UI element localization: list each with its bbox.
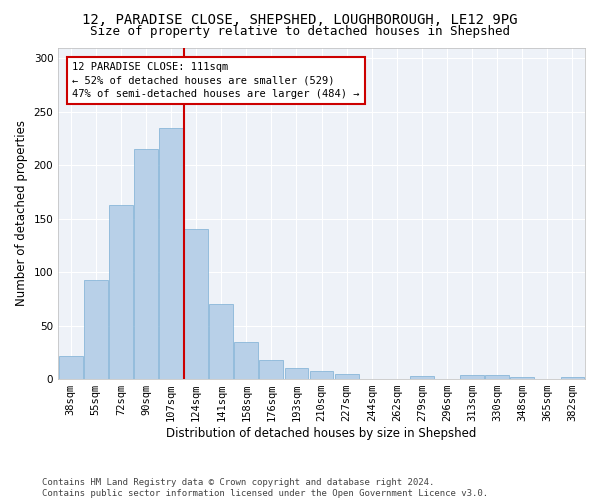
Bar [335, 374, 359, 379]
Text: Size of property relative to detached houses in Shepshed: Size of property relative to detached ho… [90, 25, 510, 38]
Bar [259, 360, 283, 379]
Y-axis label: Number of detached properties: Number of detached properties [15, 120, 28, 306]
Bar [209, 304, 233, 379]
Bar [284, 368, 308, 379]
Bar [184, 230, 208, 379]
Bar [235, 342, 258, 379]
Bar [59, 356, 83, 379]
Bar [460, 375, 484, 379]
Text: 12, PARADISE CLOSE, SHEPSHED, LOUGHBOROUGH, LE12 9PG: 12, PARADISE CLOSE, SHEPSHED, LOUGHBOROU… [82, 12, 518, 26]
Text: 12 PARADISE CLOSE: 111sqm
← 52% of detached houses are smaller (529)
47% of semi: 12 PARADISE CLOSE: 111sqm ← 52% of detac… [72, 62, 359, 99]
Bar [560, 377, 584, 379]
Text: Contains HM Land Registry data © Crown copyright and database right 2024.
Contai: Contains HM Land Registry data © Crown c… [42, 478, 488, 498]
X-axis label: Distribution of detached houses by size in Shepshed: Distribution of detached houses by size … [166, 427, 477, 440]
Bar [84, 280, 108, 379]
Bar [134, 149, 158, 379]
Bar [410, 376, 434, 379]
Bar [310, 370, 334, 379]
Bar [109, 204, 133, 379]
Bar [159, 128, 183, 379]
Bar [511, 377, 534, 379]
Bar [485, 375, 509, 379]
